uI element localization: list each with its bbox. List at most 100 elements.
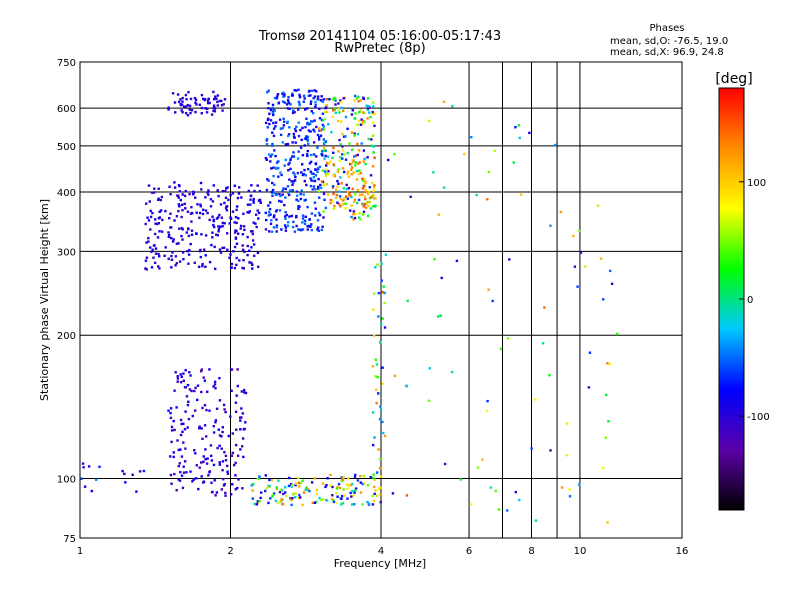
data-point xyxy=(374,197,377,200)
data-point xyxy=(329,484,332,487)
data-point xyxy=(176,375,179,378)
data-point xyxy=(366,156,369,159)
data-point xyxy=(518,498,521,502)
data-point xyxy=(229,217,233,220)
data-point xyxy=(283,101,286,104)
data-point xyxy=(229,193,232,197)
data-point xyxy=(354,161,357,164)
data-point xyxy=(577,229,581,233)
data-point xyxy=(335,487,339,490)
data-point xyxy=(176,93,180,96)
data-point xyxy=(201,212,205,216)
data-point xyxy=(377,392,380,395)
data-point xyxy=(354,154,358,157)
data-point xyxy=(241,266,244,270)
data-point xyxy=(194,98,198,102)
data-point xyxy=(199,255,202,259)
data-point xyxy=(249,230,253,233)
data-point xyxy=(310,223,313,226)
data-point xyxy=(358,193,362,197)
data-point xyxy=(171,92,175,95)
data-point xyxy=(212,90,215,94)
data-point xyxy=(374,358,377,361)
data-point xyxy=(372,105,375,108)
data-point xyxy=(309,153,313,157)
data-point xyxy=(372,151,375,154)
data-point xyxy=(324,485,327,489)
data-point xyxy=(290,94,294,97)
data-point xyxy=(203,248,206,251)
data-point xyxy=(211,231,214,234)
data-point xyxy=(183,202,186,206)
data-point xyxy=(328,98,331,101)
data-point xyxy=(363,481,366,485)
data-point xyxy=(313,119,316,122)
data-point xyxy=(234,461,237,465)
data-point xyxy=(181,111,184,114)
data-point xyxy=(342,135,346,138)
data-point xyxy=(246,244,249,248)
y-tick-label: 600 xyxy=(57,104,76,115)
data-point xyxy=(287,191,290,195)
data-point xyxy=(346,170,350,173)
data-point xyxy=(363,120,366,123)
data-point xyxy=(291,189,294,192)
data-point xyxy=(342,109,345,112)
data-point xyxy=(237,478,240,481)
data-point xyxy=(154,247,158,250)
phase-note-title: Phases xyxy=(649,23,684,34)
data-point xyxy=(334,103,337,106)
data-point xyxy=(213,479,216,482)
data-point xyxy=(265,218,268,222)
data-point xyxy=(341,502,345,505)
data-point xyxy=(271,188,275,192)
data-point xyxy=(292,181,295,184)
data-point xyxy=(284,215,287,218)
data-point xyxy=(181,238,184,241)
data-point xyxy=(350,131,354,134)
data-point xyxy=(158,255,161,258)
data-point xyxy=(214,387,217,390)
data-point xyxy=(355,97,359,100)
data-point xyxy=(324,174,328,177)
data-point xyxy=(325,499,329,502)
data-point xyxy=(336,170,339,173)
data-point xyxy=(322,128,326,131)
data-point xyxy=(229,253,232,256)
data-point xyxy=(359,99,362,102)
data-point xyxy=(343,494,346,497)
data-point xyxy=(346,151,349,155)
data-point xyxy=(506,337,510,340)
data-point xyxy=(317,185,320,189)
data-point xyxy=(188,388,192,391)
data-point xyxy=(199,203,202,206)
data-point xyxy=(297,228,300,231)
data-point xyxy=(306,228,309,231)
data-point xyxy=(247,189,250,193)
data-point xyxy=(236,454,240,457)
data-point xyxy=(230,454,233,457)
data-point xyxy=(322,210,325,213)
data-point xyxy=(319,498,323,502)
data-point xyxy=(330,131,333,134)
data-point xyxy=(432,171,435,174)
data-point xyxy=(293,179,297,182)
data-point xyxy=(233,463,236,467)
data-point xyxy=(373,124,376,127)
data-point xyxy=(226,472,230,475)
data-point xyxy=(339,176,342,179)
data-point xyxy=(606,362,609,365)
data-point xyxy=(351,107,354,111)
data-point xyxy=(481,458,484,461)
data-point xyxy=(271,107,274,110)
data-point xyxy=(207,97,210,100)
data-point xyxy=(308,162,312,165)
data-point xyxy=(252,221,255,224)
data-point xyxy=(318,196,321,199)
data-point xyxy=(314,168,317,171)
data-point xyxy=(288,161,291,165)
data-point xyxy=(332,192,335,196)
data-point xyxy=(199,205,202,208)
data-point xyxy=(243,228,246,232)
data-point xyxy=(224,189,227,193)
